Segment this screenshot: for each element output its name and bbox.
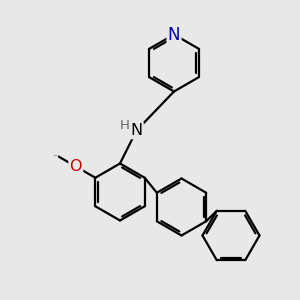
Text: N: N bbox=[130, 123, 142, 138]
Text: N: N bbox=[168, 26, 180, 44]
Text: H: H bbox=[120, 118, 130, 132]
Text: O: O bbox=[70, 159, 82, 174]
Text: methoxy: methoxy bbox=[54, 154, 61, 156]
